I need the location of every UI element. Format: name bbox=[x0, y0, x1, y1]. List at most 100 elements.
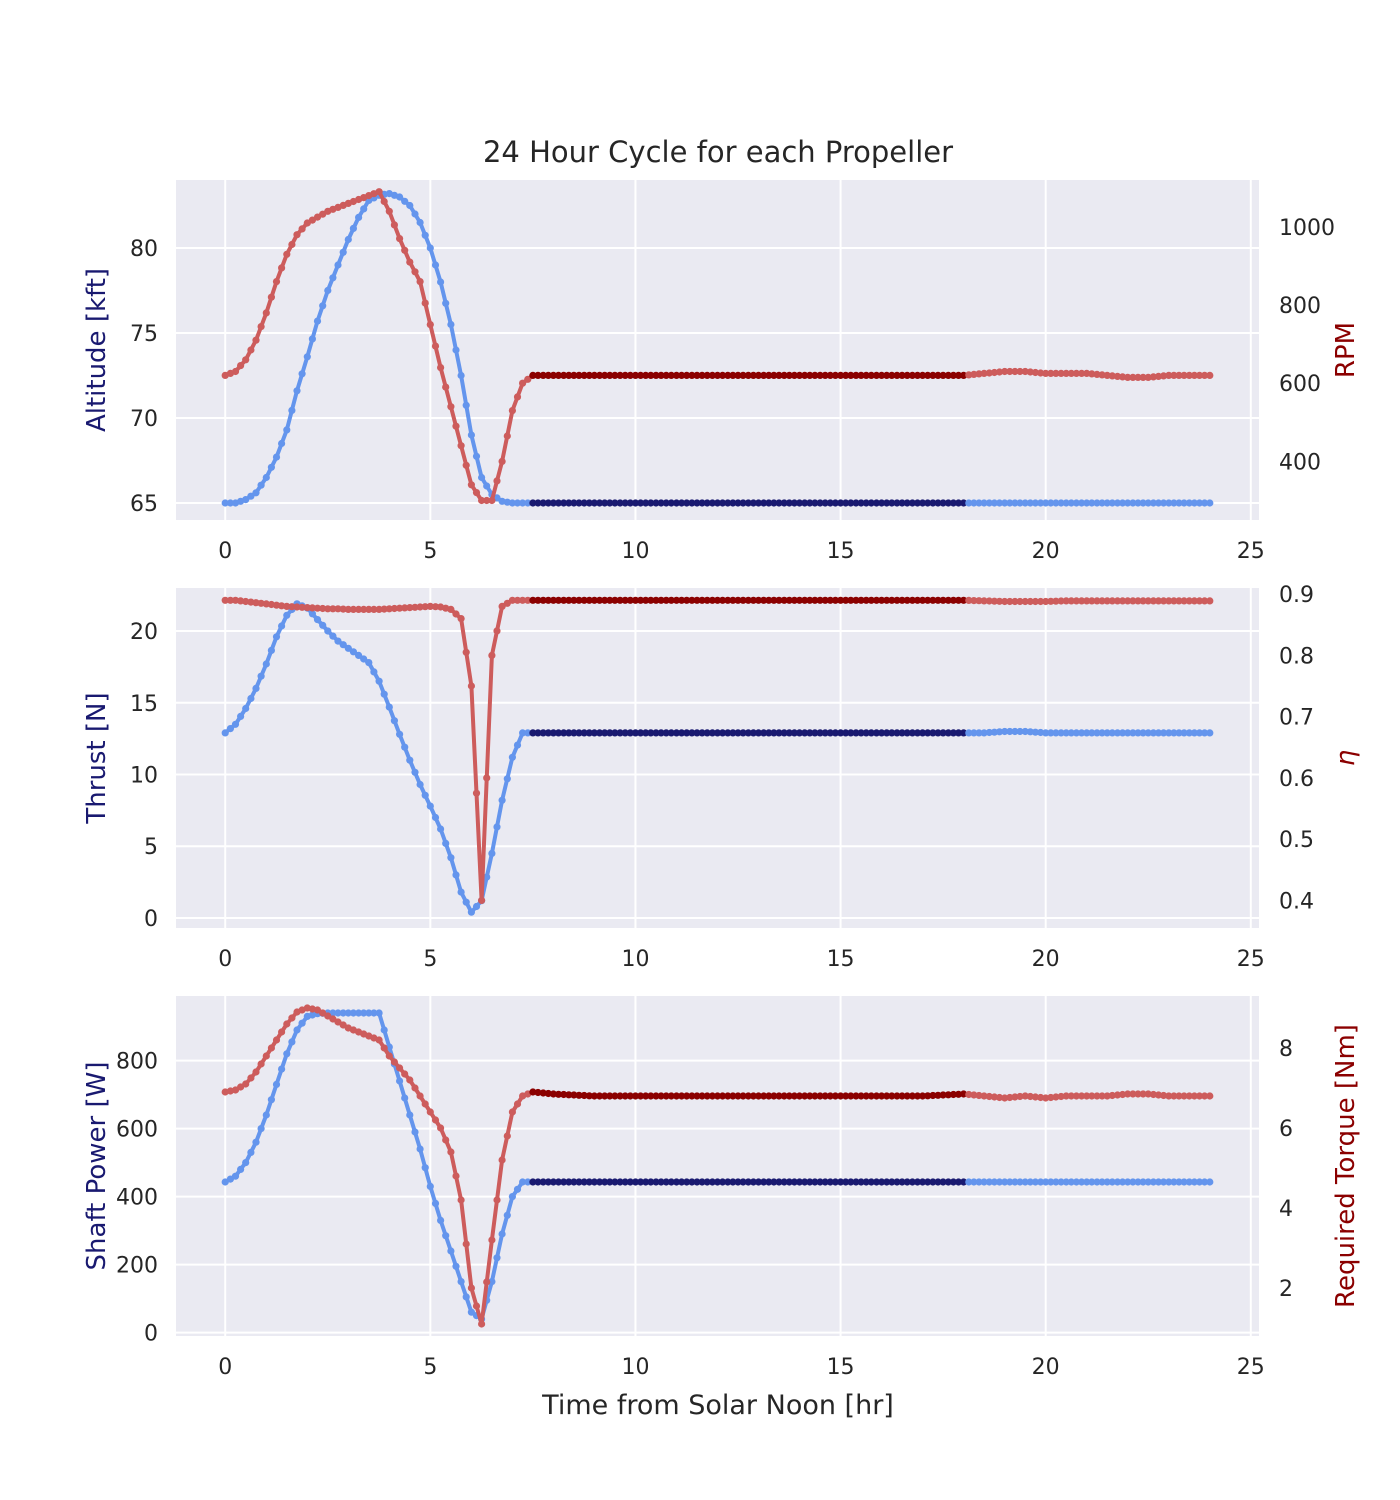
left-series-point bbox=[780, 1178, 788, 1186]
left-series-point bbox=[719, 729, 727, 737]
right-series-point bbox=[1026, 597, 1034, 606]
left-series-point bbox=[1206, 729, 1214, 737]
left-series-point bbox=[472, 452, 481, 460]
left-series-point bbox=[765, 499, 773, 507]
right-series-point bbox=[1170, 371, 1178, 379]
left-series-point bbox=[1175, 1178, 1183, 1186]
right-series-point bbox=[524, 375, 532, 383]
left-series-point bbox=[401, 1094, 409, 1102]
right-series-point bbox=[995, 597, 1004, 605]
left-series-point bbox=[1165, 499, 1173, 507]
right-series-point bbox=[457, 615, 465, 623]
ylabel-altitude: Altitude [kft] bbox=[82, 268, 112, 432]
left-series-point bbox=[457, 888, 465, 896]
right-series-point bbox=[1042, 369, 1050, 377]
right-series-point bbox=[534, 596, 542, 604]
left-series-point bbox=[242, 1159, 250, 1167]
right-series-point bbox=[1021, 597, 1029, 606]
left-series-point bbox=[426, 1182, 434, 1190]
right-series-point bbox=[416, 278, 424, 286]
left-series-point bbox=[549, 499, 558, 507]
right-series-point bbox=[739, 371, 747, 379]
right-series-point bbox=[1011, 597, 1019, 606]
left-series-point bbox=[647, 1178, 655, 1186]
left-series-point bbox=[1129, 729, 1137, 737]
right-series-point bbox=[924, 596, 932, 604]
right-series-point bbox=[821, 371, 829, 379]
chart-title: 24 Hour Cycle for each Propeller bbox=[483, 135, 953, 169]
left-series-point bbox=[847, 499, 855, 507]
right-series-point bbox=[954, 371, 963, 379]
right-series-point bbox=[801, 371, 809, 379]
left-series-point bbox=[724, 1178, 732, 1186]
left-series-point bbox=[1011, 727, 1019, 736]
left-series-point bbox=[621, 1178, 629, 1186]
left-series-point bbox=[683, 729, 691, 737]
left-series-point bbox=[1031, 728, 1039, 736]
left-series-point bbox=[283, 1050, 291, 1058]
right-series-point bbox=[780, 1092, 788, 1100]
left-series-point bbox=[924, 729, 932, 737]
left-series-point bbox=[360, 1009, 368, 1017]
right-series-point bbox=[970, 597, 978, 605]
right-series-point bbox=[760, 371, 768, 379]
left-series-point bbox=[1072, 729, 1080, 737]
x-tick-label: 5 bbox=[423, 947, 437, 972]
left-series-point bbox=[549, 1178, 558, 1186]
left-series-point bbox=[1052, 729, 1060, 737]
right-series-point bbox=[467, 481, 475, 489]
right-series-point bbox=[524, 596, 532, 604]
left-series-point bbox=[1062, 1178, 1070, 1186]
left-series-point bbox=[785, 499, 793, 507]
right-series-point bbox=[1057, 369, 1065, 377]
x-tick-label: 25 bbox=[1237, 539, 1265, 564]
right-series-point bbox=[319, 604, 327, 613]
left-series-point bbox=[893, 1178, 901, 1186]
left-series-point bbox=[406, 1111, 414, 1119]
x-tick-label: 5 bbox=[423, 539, 437, 564]
left-series-point bbox=[678, 1178, 686, 1186]
left-series-point bbox=[765, 729, 773, 737]
y-left-tick-label: 0 bbox=[144, 1322, 158, 1347]
right-series-point bbox=[678, 596, 686, 604]
x-tick-label: 10 bbox=[621, 1355, 649, 1380]
right-series-point bbox=[1093, 597, 1101, 605]
right-series-point bbox=[1180, 597, 1188, 605]
left-series-point bbox=[693, 499, 701, 507]
left-series-point bbox=[1047, 499, 1055, 507]
left-series-point bbox=[1190, 499, 1198, 507]
plot-area bbox=[176, 996, 1259, 1336]
right-series-point bbox=[483, 774, 491, 782]
right-series-point bbox=[406, 604, 414, 612]
left-series-point bbox=[585, 499, 593, 507]
y-right-tick-label: 600 bbox=[1279, 372, 1321, 397]
right-series-point bbox=[272, 278, 281, 286]
right-series-point bbox=[529, 596, 537, 604]
right-series-point bbox=[606, 371, 614, 379]
right-series-point bbox=[878, 1092, 886, 1100]
left-series-point bbox=[924, 499, 932, 507]
left-series-point bbox=[570, 729, 578, 737]
right-series-point bbox=[688, 1092, 696, 1100]
left-series-point bbox=[616, 499, 624, 507]
left-series-point bbox=[267, 463, 275, 471]
right-series-point bbox=[1052, 369, 1060, 377]
left-series-point bbox=[837, 499, 845, 507]
left-series-point bbox=[642, 499, 650, 507]
right-series-point bbox=[262, 1052, 270, 1060]
left-series-point bbox=[847, 729, 855, 737]
left-series-point bbox=[883, 499, 891, 507]
right-series-point bbox=[226, 596, 234, 604]
left-series-point bbox=[601, 729, 609, 737]
right-series-point bbox=[411, 603, 419, 611]
right-series-point bbox=[872, 596, 881, 604]
right-series-point bbox=[898, 371, 906, 379]
left-series-point bbox=[488, 1278, 496, 1286]
left-series-point bbox=[349, 224, 357, 232]
left-series-point bbox=[801, 1178, 809, 1186]
right-series-point bbox=[1108, 372, 1116, 380]
left-series-point bbox=[703, 729, 711, 737]
left-series-point bbox=[693, 729, 701, 737]
left-series-point bbox=[252, 684, 260, 693]
left-series-point bbox=[575, 1178, 583, 1186]
